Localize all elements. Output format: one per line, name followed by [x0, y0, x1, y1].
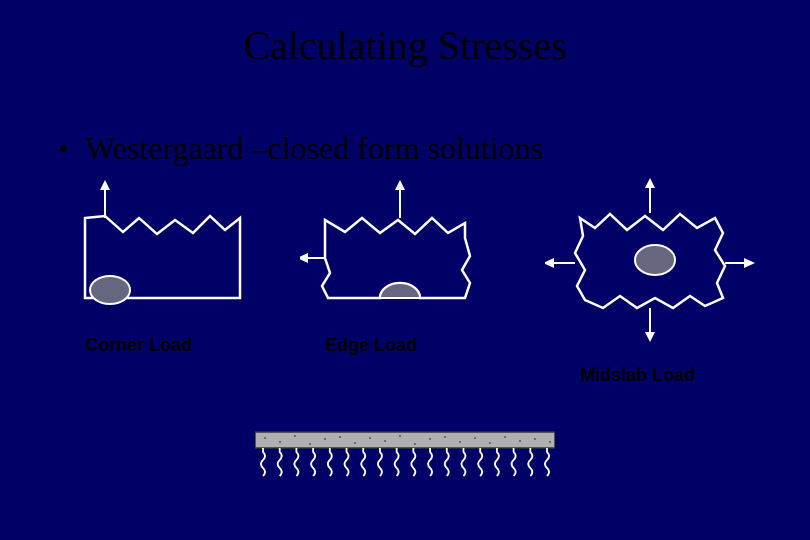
edge-load-label: Edge Load	[325, 335, 417, 356]
midslab-load-diagram	[545, 178, 755, 348]
bullet-dot-icon	[60, 145, 67, 152]
midslab-load-label: Midslab Load	[580, 365, 695, 386]
corner-load-diagram	[75, 178, 255, 318]
beam-on-supports-diagram	[255, 430, 555, 490]
bullet-item: Westergaard –closed form solutions	[60, 130, 543, 167]
diagram-row	[0, 178, 810, 338]
bullet-text: Westergaard –closed form solutions	[85, 130, 543, 167]
corner-load-label: Corner Load	[85, 335, 192, 356]
page-title: Calculating Stresses	[0, 22, 810, 69]
edge-load-diagram	[300, 178, 490, 318]
